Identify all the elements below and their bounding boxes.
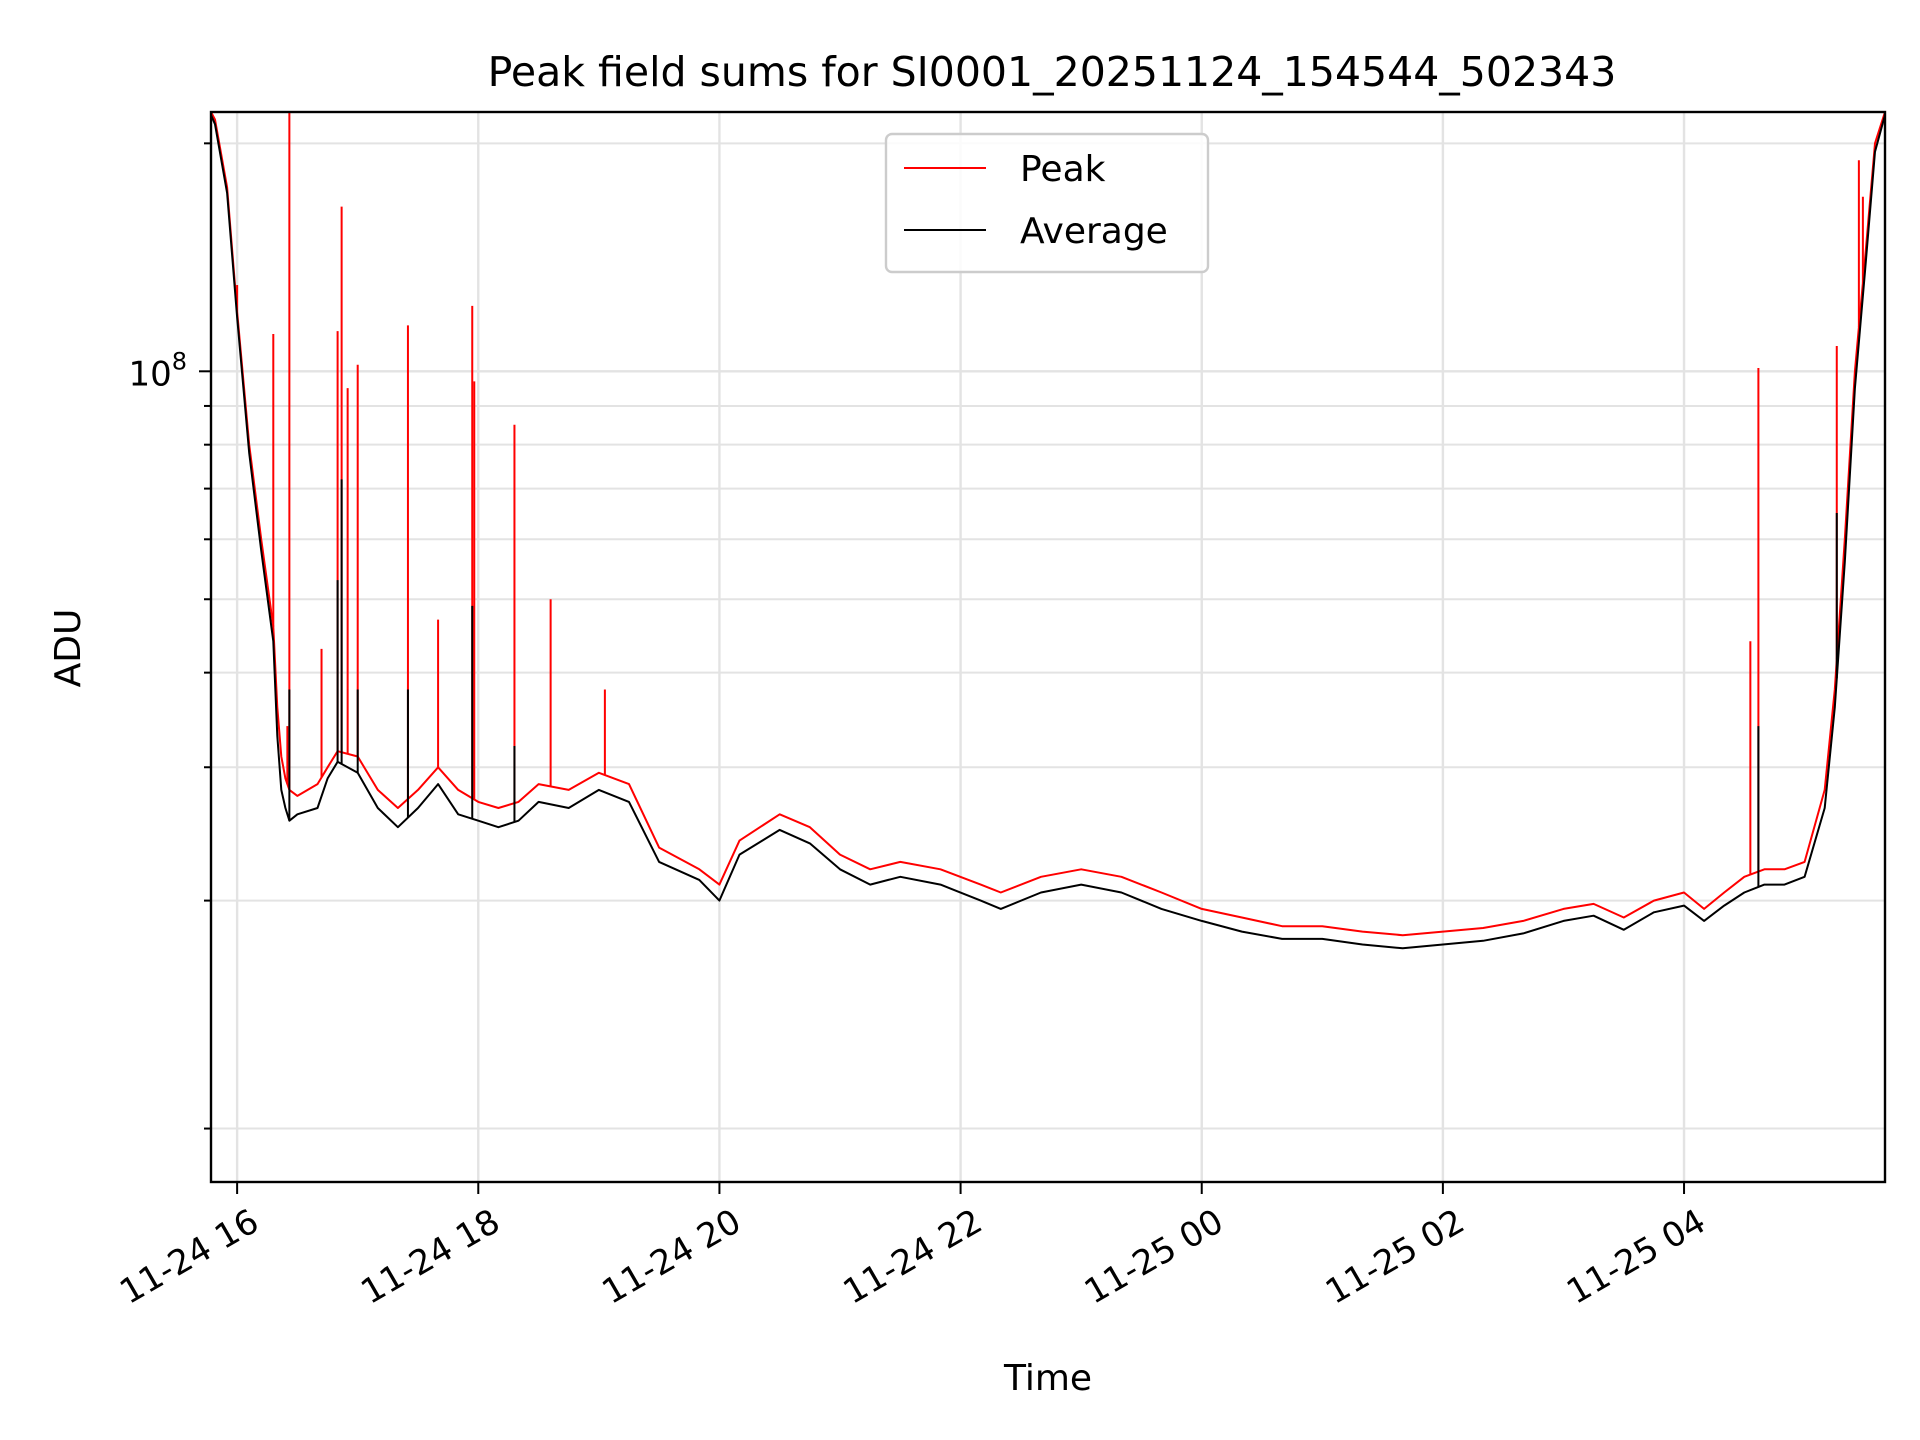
series-average-line — [210, 114, 1886, 950]
legend: Peak Average — [884, 132, 1210, 274]
plot-series — [210, 111, 1886, 950]
x-tick-label: 11-24 22 — [837, 1201, 989, 1312]
y-axis: 108 — [128, 347, 211, 394]
y-tick-label-base: 10 — [128, 354, 171, 394]
x-tick-label: 11-24 20 — [596, 1201, 748, 1312]
x-tick-label: 11-24 18 — [354, 1201, 506, 1312]
y-axis-label: ADU — [48, 609, 89, 688]
x-axis: 11-24 16 11-24 18 11-24 20 11-24 22 11-25 00… — [113, 1182, 1713, 1312]
chart-title: Peak field sums for SI0001_20251124_1545… — [488, 48, 1617, 96]
y-tick-label-exponent: 8 — [172, 347, 187, 375]
x-axis-label: Time — [1003, 1358, 1092, 1399]
x-tick-label: 11-25 00 — [1078, 1201, 1230, 1312]
y-tick-label: 108 — [128, 347, 187, 394]
plot-frame — [209, 110, 1887, 1184]
x-tick-label: 11-25 02 — [1319, 1201, 1471, 1312]
x-tick-label: 11-25 04 — [1560, 1201, 1712, 1312]
series-peak-line — [210, 111, 1886, 937]
legend-label-peak: Peak — [1020, 149, 1106, 190]
x-tick-label: 11-24 16 — [113, 1201, 265, 1312]
legend-label-average: Average — [1020, 211, 1168, 252]
